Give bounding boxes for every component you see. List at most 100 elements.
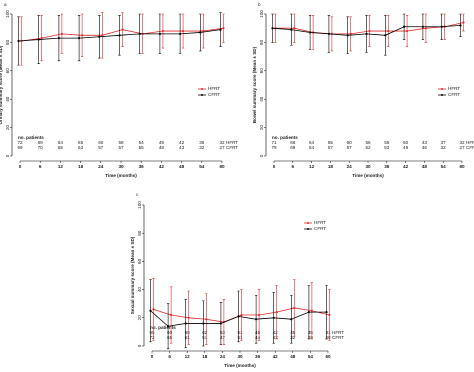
point	[462, 21, 465, 24]
x-tick-label: 6	[292, 164, 295, 169]
patients-count: 36	[199, 140, 205, 145]
x-tick-label: 0	[273, 164, 276, 169]
patients-count: 28	[308, 335, 314, 340]
patients-count: 79	[271, 145, 277, 150]
patients-count: 55	[384, 140, 390, 145]
legend-label: HFRT	[448, 86, 460, 91]
panel-label: a	[4, 2, 7, 7]
y-tick-label: 60	[259, 68, 264, 74]
point	[219, 322, 222, 325]
patients-count: 58	[118, 140, 124, 145]
patients-label: no. patients	[18, 135, 44, 140]
point	[290, 318, 293, 321]
legend-label: HFRT	[314, 220, 326, 225]
y-tick-label: 0	[259, 154, 264, 157]
panel-label: b	[258, 2, 261, 7]
legend-marker	[307, 228, 309, 230]
x-tick-label: 60	[219, 164, 225, 169]
point	[346, 34, 349, 37]
point	[60, 32, 64, 35]
patients-count: 43	[179, 145, 185, 150]
patients-count: 64	[309, 145, 315, 150]
y-tick-label: 80	[5, 39, 10, 45]
panel-label: c	[136, 192, 139, 197]
patients-count: 48	[159, 145, 165, 150]
point	[272, 316, 275, 319]
point	[387, 29, 390, 33]
point	[275, 311, 278, 314]
patients-count: 64	[58, 140, 64, 145]
patients-row-name: HFRT	[226, 140, 238, 145]
point	[459, 24, 462, 27]
y-tick-label: 100	[259, 10, 264, 18]
x-axis-label: Time (months)	[105, 173, 137, 178]
x-tick-label: 18	[328, 164, 334, 169]
point	[424, 27, 427, 30]
patients-row-name: HFRT	[332, 330, 344, 335]
patients-count: 69	[17, 145, 23, 150]
patients-count: 51	[237, 330, 243, 335]
point	[237, 315, 240, 318]
patients-label: no. patients	[150, 325, 176, 330]
patients-count: 27	[219, 145, 225, 150]
x-tick-label: 0	[151, 354, 154, 359]
patients-count: 32	[219, 140, 225, 145]
y-tick-label: 20	[259, 125, 264, 131]
patients-count: 32	[199, 145, 205, 150]
legend-marker	[441, 88, 443, 90]
patients-count: 32	[441, 145, 447, 150]
patients-count: 47	[220, 335, 226, 340]
x-tick-label: 6	[168, 354, 171, 359]
point	[255, 318, 258, 321]
legend-label: CFRT	[448, 92, 460, 97]
point	[118, 34, 121, 37]
patients-count: 57	[328, 145, 334, 150]
patients-count: 65	[149, 330, 155, 335]
point	[57, 37, 61, 40]
patients-count: 28	[325, 335, 331, 340]
patients-count: 49	[159, 140, 165, 145]
y-axis-label: Urinary summary score (Mean ± SD)	[0, 45, 3, 124]
x-tick-label: 60	[325, 354, 331, 359]
patients-count: 62	[202, 330, 208, 335]
patients-count: 57	[98, 145, 104, 150]
patients-count: 35	[308, 330, 314, 335]
point	[258, 313, 261, 317]
patients-count: 65	[328, 140, 334, 145]
y-tick-label: 20	[137, 315, 142, 321]
patients-count: 61	[185, 335, 191, 340]
x-tick-label: 48	[290, 354, 296, 359]
patients-row-name: CFRT	[466, 145, 474, 150]
x-tick-label: 12	[185, 354, 191, 359]
patients-row-name: HFRT	[466, 140, 474, 145]
point	[327, 32, 330, 35]
patients-count: 42	[273, 330, 279, 335]
y-tick-label: 80	[259, 39, 264, 45]
point	[40, 37, 43, 40]
patients-count: 60	[98, 140, 104, 145]
patients-count: 69	[38, 140, 44, 145]
x-tick-label: 36	[255, 354, 261, 359]
legend-label: HFRT	[208, 86, 220, 91]
legend-label: CFRT	[208, 92, 220, 97]
point	[205, 318, 208, 321]
point	[81, 34, 84, 37]
point	[158, 32, 161, 35]
point	[240, 313, 243, 317]
x-tick-label: 36	[384, 164, 390, 169]
point	[325, 311, 328, 314]
y-tick-label: 80	[137, 230, 142, 236]
patients-count: 37	[441, 140, 447, 145]
point	[349, 32, 352, 35]
y-tick-label: 40	[5, 96, 10, 102]
x-tick-label: 18	[202, 354, 208, 359]
x-tick-label: 12	[309, 164, 315, 169]
patients-row-name: CFRT	[226, 145, 238, 150]
patients-count: 55	[139, 145, 145, 150]
x-tick-label: 48	[179, 164, 185, 169]
point	[149, 309, 152, 312]
patients-count: 43	[273, 335, 279, 340]
point	[138, 32, 141, 35]
patients-count: 60	[167, 330, 173, 335]
patients-count: 53	[220, 330, 226, 335]
